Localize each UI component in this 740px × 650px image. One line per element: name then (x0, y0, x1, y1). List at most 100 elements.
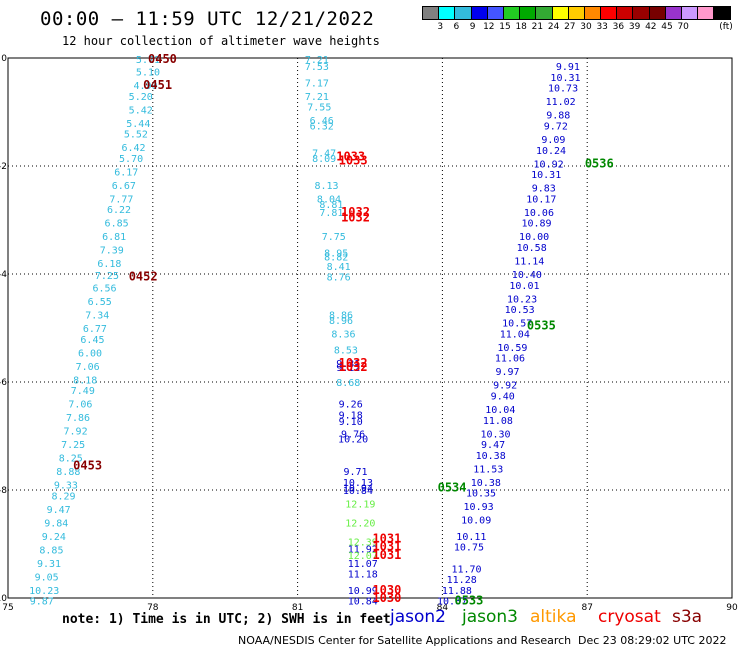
wave-height-label: 10.11 (456, 532, 486, 543)
wave-height-label: 6.81 (102, 232, 126, 243)
wave-height-label: 6.32 (310, 122, 334, 133)
wave-height-label: 4.90 (134, 81, 158, 92)
colorbar-label: 9 (469, 22, 476, 32)
wave-height-label: 10.94 (343, 483, 373, 494)
wave-height-label: 9.18 (339, 410, 363, 421)
wave-height-label: 10.04 (485, 405, 515, 416)
time-label: 0533 (454, 594, 483, 608)
wave-height-label: 11.92 (348, 544, 378, 555)
wave-height-label: 8.82 (324, 253, 348, 264)
wave-height-label: 7.34 (85, 311, 109, 322)
wave-height-label: 10.99 (348, 586, 378, 597)
colorbar-label: 15 (499, 22, 511, 32)
time-label: 1032 (339, 360, 368, 374)
wave-height-label: 6.00 (78, 348, 102, 359)
time-label: 1031 (372, 532, 401, 546)
colorbar-label: 36 (612, 22, 625, 32)
wave-height-label: 9.12 (336, 363, 360, 374)
wave-height-label: 7.81 (319, 208, 343, 219)
wave-height-label: 7.47 (312, 149, 336, 160)
y-tick-label: -2 (0, 162, 7, 172)
wave-height-label: 7.17 (305, 78, 329, 89)
wave-height-label: 6.22 (107, 205, 131, 216)
colorbar-swatches (422, 6, 731, 20)
wave-height-label: 11.14 (514, 257, 544, 268)
wave-height-label: 10.23 (507, 294, 537, 305)
satellite-legend-s3a: s3a (672, 607, 703, 627)
wave-height-label: 11.02 (546, 97, 576, 108)
colorbar-label: 21 (531, 22, 544, 32)
wave-height-label: 11.88 (442, 586, 472, 597)
wave-height-label: 7.55 (307, 103, 331, 114)
wave-height-label: 7.25 (61, 440, 85, 451)
wave-height-label: 5.20 (129, 92, 153, 103)
time-label: 0536 (585, 156, 614, 170)
subtitle: 12 hour collection of altimeter wave hei… (62, 34, 380, 48)
y-tick-label: -10 (0, 594, 7, 604)
time-label: 1033 (336, 149, 365, 163)
wave-height-label: 10.31 (531, 170, 561, 181)
wave-height-label: 5.42 (129, 105, 153, 116)
time-label: 1031 (372, 540, 401, 554)
wave-height-label: 7.06 (68, 400, 92, 411)
wave-height-label: 12.20 (345, 518, 375, 529)
wave-height-label: 9.40 (491, 392, 515, 403)
wave-height-label: 12.07 (348, 551, 378, 562)
wave-height-label: 10.09 (461, 516, 491, 527)
wave-height-label: 9.87 (30, 597, 54, 608)
wave-height-label: 7.92 (64, 427, 88, 438)
wave-height-label: 6.56 (92, 284, 116, 295)
x-tick-label: 84 (437, 603, 449, 613)
wave-height-label: 9.83 (532, 184, 556, 195)
colorbar-label: 18 (515, 22, 527, 32)
time-label: 1030 (372, 583, 401, 597)
wave-height-label: 11.06 (495, 354, 525, 365)
colorbar-label: 39 (628, 22, 641, 32)
colorbar-label: 33 (596, 22, 608, 32)
wave-height-label: 9.88 (546, 111, 570, 122)
wave-height-label: 10.00 (519, 232, 549, 243)
wave-height-label: 8.04 (317, 194, 341, 205)
wave-height-label: 8.86 (329, 311, 353, 322)
wave-height-label: 6.17 (114, 167, 138, 178)
wave-height-label: 6.45 (80, 335, 104, 346)
wave-height-label: 10.38 (476, 451, 506, 462)
wave-height-label: 10.84 (343, 486, 373, 497)
wave-height-label: 10.58 (517, 243, 547, 254)
time-label: 1032 (341, 205, 370, 219)
wave-height-label: 9.31 (336, 359, 360, 370)
wave-height-label: 7.06 (76, 362, 100, 373)
wave-height-label: 11.53 (473, 464, 503, 475)
wave-height-label: 10.31 (550, 73, 580, 84)
wave-height-label: 8.96 (329, 316, 353, 327)
wave-height-label: 10.93 (464, 502, 494, 513)
wave-height-label: 11.07 (348, 559, 378, 570)
time-label: 1032 (339, 356, 368, 370)
colorbar-label: 3 (437, 22, 444, 32)
wave-height-label: 6.77 (83, 324, 107, 335)
wave-height-label: 7.77 (109, 194, 133, 205)
wave-height-label: 7.86 (66, 413, 90, 424)
wave-height-label: 10.01 (509, 281, 539, 292)
wave-height-label: 10.89 (521, 219, 551, 230)
wave-height-label: 8.25 (59, 454, 83, 465)
colorbar-label: 12 (483, 22, 495, 32)
colorbar-label: 70 (677, 22, 689, 32)
wave-height-label: 8.95 (324, 248, 348, 259)
colorbar-label: 24 (547, 22, 560, 32)
wave-height-label: 9.72 (544, 122, 568, 133)
wave-height-label: 12.39 (348, 537, 378, 548)
wave-height-label: 9.47 (481, 440, 505, 451)
colorbar-label: 6 (453, 22, 460, 32)
time-label: 0450 (148, 52, 177, 66)
wave-height-label: 8.68 (336, 378, 360, 389)
colorbar-label: 27 (564, 22, 576, 32)
x-tick-label: 81 (292, 603, 303, 613)
wave-height-label: 10.87 (437, 597, 467, 608)
wave-height-label: 9.91 (556, 62, 580, 73)
wave-height-label: 10.23 (29, 586, 59, 597)
wave-height-label: 5.71 (136, 55, 160, 66)
x-tick-label: 87 (581, 603, 592, 613)
wave-height-label: 6.18 (97, 259, 121, 270)
